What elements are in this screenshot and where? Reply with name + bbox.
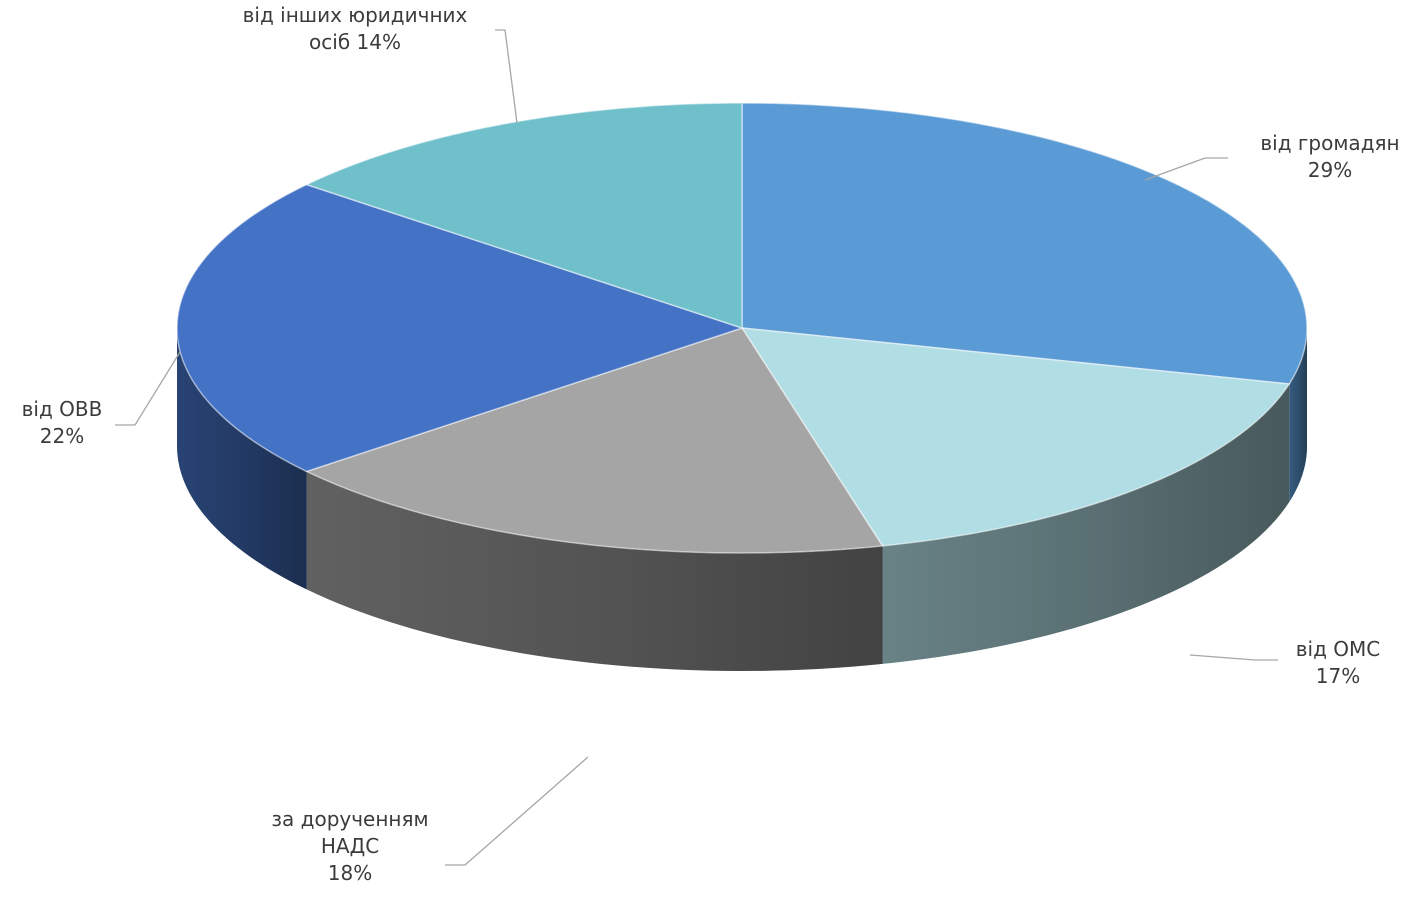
pie-slice-2: [304, 327, 884, 554]
leader-line-2: [445, 756, 589, 866]
data-label-0: від громадян 29%: [1260, 131, 1399, 182]
data-label-line: 17%: [1316, 664, 1360, 688]
data-label-line: за дорученням: [271, 807, 428, 831]
pie-slice-0: [741, 102, 1308, 385]
data-label-4: від інших юридичних осіб 14%: [243, 3, 468, 54]
data-label-line: 18%: [328, 861, 372, 885]
data-label-line: від громадян: [1260, 131, 1399, 155]
pie-side-shade-3: [177, 328, 307, 590]
data-label-line: НАДС: [321, 834, 379, 858]
leader-line-4: [495, 29, 518, 124]
pie-slice-1: [740, 327, 1291, 547]
data-label-line: осіб 14%: [309, 30, 401, 54]
data-label-line: 22%: [40, 424, 84, 448]
data-label-line: 29%: [1308, 158, 1352, 182]
data-label-line: від інших юридичних: [243, 3, 468, 27]
data-label-line: від ОМС: [1296, 637, 1381, 661]
pie-slice-3: [176, 183, 745, 473]
data-label-line: від ОВВ: [22, 397, 103, 421]
leader-line-1: [1189, 654, 1278, 661]
leader-line-3: [115, 351, 181, 426]
data-label-1: від ОМС 17%: [1296, 637, 1381, 688]
data-label-3: від ОВВ 22%: [22, 397, 103, 448]
pie-side-shade-0: [1289, 328, 1307, 502]
data-label-2: за дорученням НАДС 18%: [271, 807, 428, 885]
pie-side-shade-1: [882, 383, 1290, 664]
leader-line-0: [1144, 157, 1228, 181]
pie-slice-4: [304, 102, 743, 330]
